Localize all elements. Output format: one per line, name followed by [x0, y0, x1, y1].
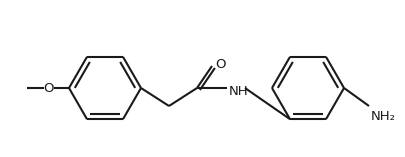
Text: O: O: [44, 81, 54, 95]
Text: NH₂: NH₂: [370, 110, 395, 123]
Text: O: O: [215, 57, 225, 70]
Text: NH: NH: [228, 85, 248, 98]
